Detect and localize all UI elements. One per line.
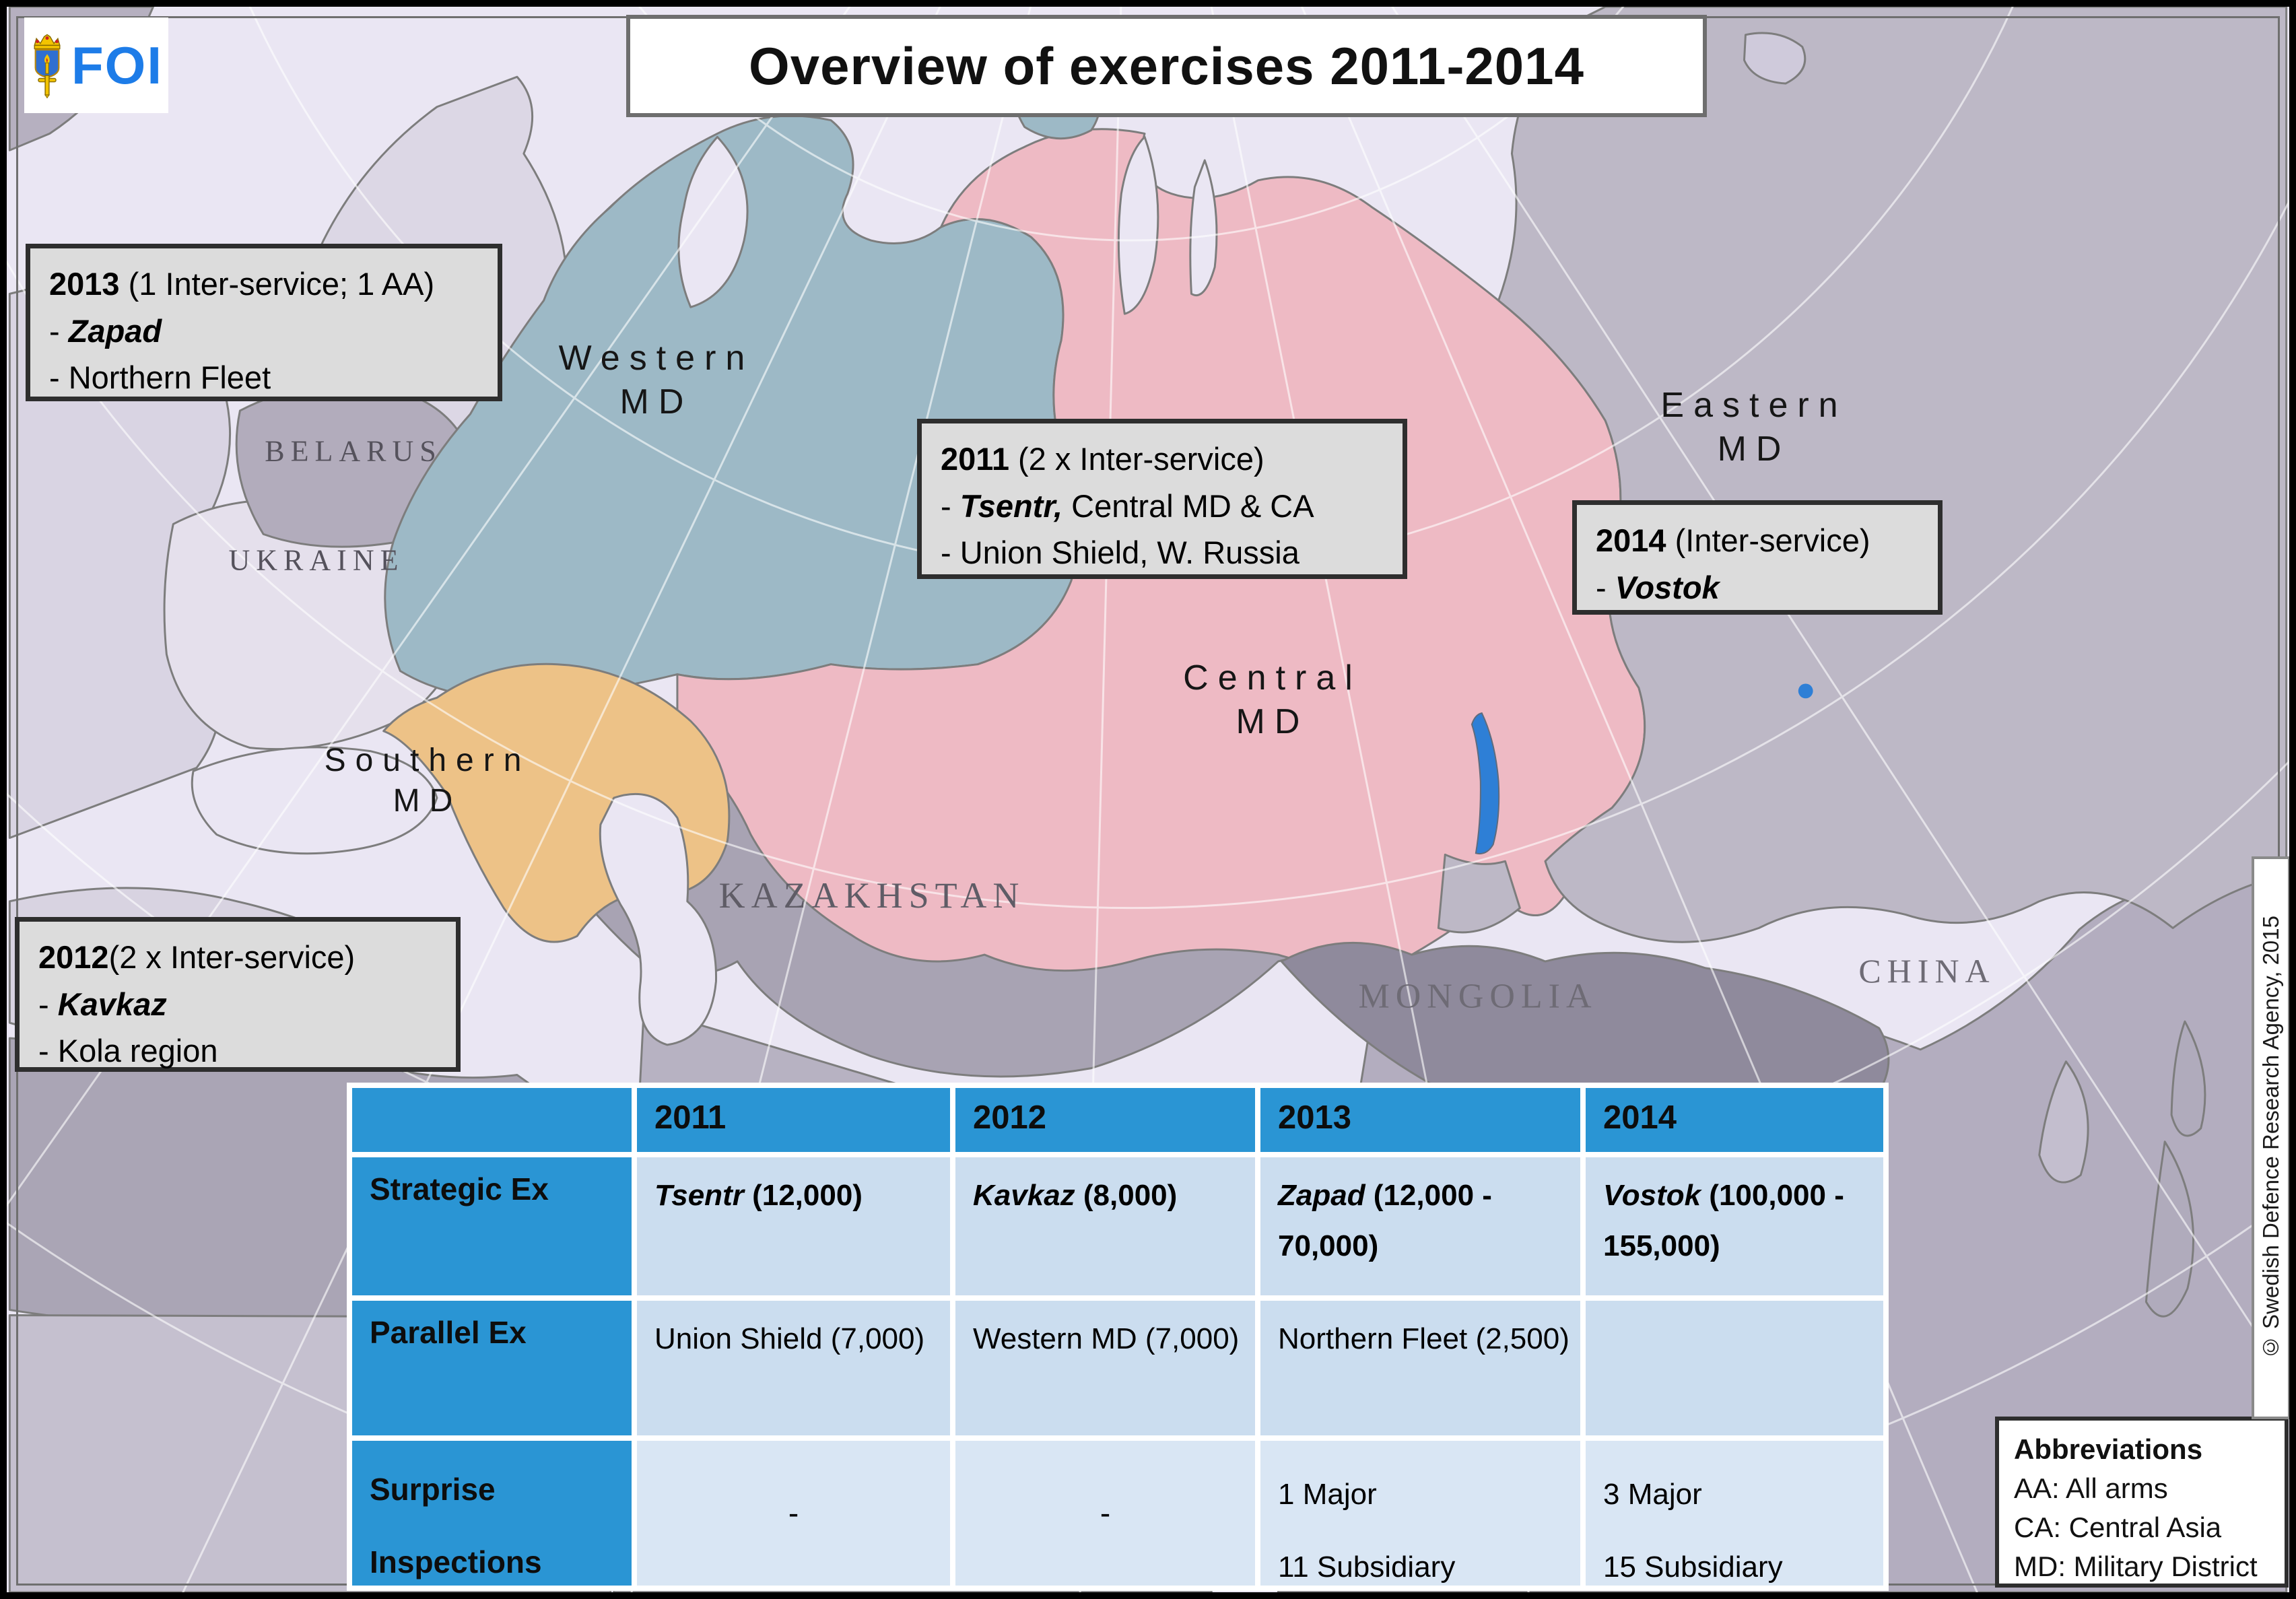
kazakhstan-label: KAZAKHSTAN (718, 875, 1025, 916)
callout-2012-bullet: - Kola region (38, 1033, 218, 1069)
callout-2011: 2011 (2 x Inter-service) - Tsentr, Centr… (917, 419, 1407, 579)
abbreviations-box: Abbreviations AA: All arms CA: Central A… (1995, 1417, 2289, 1588)
callout-2013-bullet: - Northern Fleet (49, 360, 271, 396)
surprise-2012-cell: - (955, 1441, 1255, 1586)
exercise-table: 2011 2012 2013 2014 Strategic Ex Tsentr … (347, 1083, 1889, 1591)
small-lake (1798, 683, 1813, 699)
abbreviation-item: AA: All arms (2014, 1472, 2168, 1504)
white-sea-inlet (677, 135, 749, 308)
callout-2011-heading: 2011 (2 x Inter-service) (941, 441, 1264, 477)
abbreviation-item: CA: Central Asia (2014, 1511, 2222, 1543)
callout-2013: 2013 (1 Inter-service; 1 AA) - Zapad - N… (26, 244, 502, 401)
western-md-label: Western MD (558, 339, 755, 421)
callout-2011-bullet: - Union Shield, W. Russia (941, 535, 1299, 571)
strategic-2013-cell: Zapad (12,000 - 70,000) (1260, 1157, 1580, 1295)
ob-gulf-inlet (1117, 135, 1159, 315)
col-header-2013: 2013 (1260, 1088, 1580, 1152)
baikal-south-shore (1437, 853, 1521, 934)
land-korea (2038, 1060, 2089, 1184)
belarus-label: BELARUS (265, 434, 442, 468)
abbreviations-title: Abbreviations (2014, 1433, 2203, 1465)
foi-logo: FOI (24, 18, 168, 113)
black-sea (191, 746, 438, 855)
callout-2013-bullet: - Zapad (49, 312, 162, 349)
mongolia-label: MONGOLIA (1358, 977, 1598, 1016)
strategic-2012-cell: Kavkaz (8,000) (955, 1157, 1255, 1295)
lake-baikal (1471, 712, 1500, 854)
ukraine-label: UKRAINE (228, 543, 405, 577)
parallel-2012-cell: Western MD (7,000) (955, 1301, 1255, 1435)
callout-2014-heading: 2014 (Inter-service) (1596, 522, 1870, 558)
callout-2014-bullet: - Vostok (1596, 569, 1720, 605)
callout-2012-bullet: - Kavkaz (38, 986, 167, 1022)
strategic-2011-cell: Tsentr (12,000) (637, 1157, 950, 1295)
parallel-2013-cell: Northern Fleet (2,500) (1260, 1301, 1580, 1435)
credit-text: © Swedish Defence Research Agency, 2015 (2258, 915, 2283, 1361)
title-box: Overview of exercises 2011-2014 (626, 15, 1707, 117)
surprise-2011-cell: - (637, 1441, 950, 1586)
ob-gulf-inlet-2 (1189, 159, 1218, 297)
parallel-2014-cell (1586, 1301, 1883, 1435)
surprise-2014-cell: 3 Major 15 Subsidiary (1586, 1441, 1883, 1586)
credit-strip: © Swedish Defence Research Agency, 2015 (2252, 856, 2289, 1419)
callout-2011-bullet: - Tsentr, Central MD & CA (941, 487, 1314, 524)
caspian-sea (599, 792, 717, 1046)
col-header-2012: 2012 (955, 1088, 1255, 1152)
callout-2012-heading: 2012(2 x Inter-service) (38, 939, 356, 975)
abbreviation-item: MD: Military District (2014, 1550, 2258, 1582)
china-label: CHINA (1858, 952, 1996, 990)
land-japan-north (2170, 1020, 2206, 1137)
page-title: Overview of exercises 2011-2014 (749, 36, 1584, 96)
col-header-2011: 2011 (637, 1088, 950, 1152)
central-md-label: Central MD (1183, 658, 1362, 741)
parallel-2011-cell: Union Shield (7,000) (637, 1301, 950, 1435)
row-header-surprise-inspections: Surprise Inspections (352, 1441, 632, 1586)
surprise-2013-cell: 1 Major 11 Subsidiary (1260, 1441, 1580, 1586)
callout-2012: 2012(2 x Inter-service) - Kavkaz - Kola … (15, 917, 461, 1072)
row-header-strategic-ex: Strategic Ex (352, 1157, 632, 1295)
strategic-2014-cell: Vostok (100,000 - 155,000) (1586, 1157, 1883, 1295)
southern-md-label: Southern MD (324, 743, 531, 819)
eastern-md-label: Eastern MD (1660, 386, 1848, 469)
arctic-island-2 (1743, 32, 1807, 85)
foi-logo-text: FOI (71, 35, 163, 95)
callout-2014: 2014 (Inter-service) - Vostok (1572, 500, 1943, 615)
table-corner-cell (352, 1088, 632, 1152)
col-header-2014: 2014 (1586, 1088, 1883, 1152)
row-header-parallel-ex: Parallel Ex (352, 1301, 632, 1435)
callout-2013-heading: 2013 (1 Inter-service; 1 AA) (49, 266, 435, 302)
foi-emblem (34, 34, 61, 99)
